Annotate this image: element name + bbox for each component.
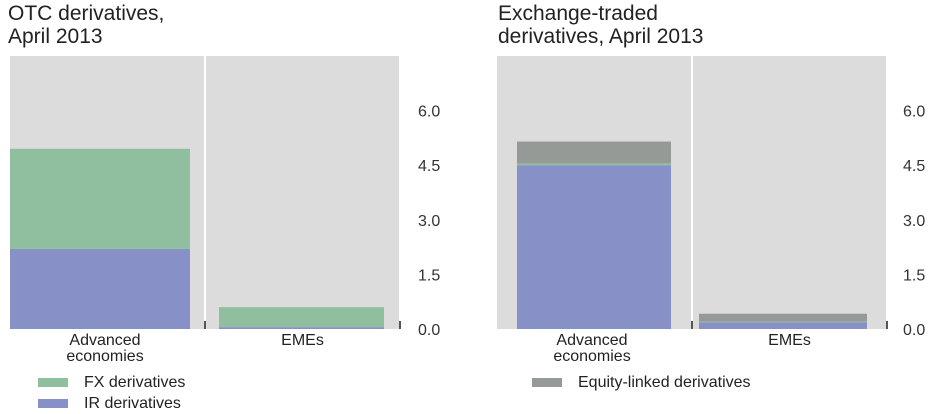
chart-svg: 0.0 1.5 3.0 4.5 6.0 [517,56,925,339]
bar-segment [219,307,384,328]
y-tick-label: 6.0 [418,104,440,121]
chart-svg: 0.0 1.5 3.0 4.5 6.0 [10,56,440,339]
bar-segment [517,163,671,166]
legend-label: Equity-linked derivatives [578,373,751,391]
y-tick-label: 1.5 [903,267,925,284]
legend-swatch [38,399,68,408]
y-tick-label: 3.0 [903,213,925,230]
bar-segment [517,141,671,164]
y-tick-label: 4.5 [903,158,925,175]
legend: FX derivatives IR derivatives [38,372,185,414]
legend-item: FX derivatives [38,372,185,393]
legend-label: FX derivatives [84,373,186,391]
legend-label: IR derivatives [84,394,181,412]
category-label: Advanced economies [553,332,631,365]
bar-segment [10,248,190,329]
y-tick-label: 0.0 [903,322,925,339]
bar-segment [699,321,867,323]
category-label: Advanced economies [66,332,144,365]
legend: Equity-linked derivatives [532,372,751,393]
panel-otc: OTC derivatives, April 2013 0.0 1.5 3.0 4.5… [0,0,470,412]
chart-title: Exchange-traded derivatives, April 2013 [498,2,704,48]
legend-item: Equity-linked derivatives [532,372,751,393]
category-label: EMEs [768,332,811,349]
legend-swatch [38,378,68,387]
y-tick-label: 1.5 [418,267,440,284]
y-tick-label: 6.0 [903,104,925,121]
panel-exchange: Exchange-traded derivatives, April 2013 … [490,0,945,405]
legend-item: IR derivatives [38,393,185,414]
bar-segment [219,327,384,329]
bar-segment [699,322,867,329]
chart-title: OTC derivatives, April 2013 [8,2,165,48]
category-label: EMEs [281,332,324,349]
legend-swatch [532,378,562,387]
bar-segment [10,148,190,249]
bar-segment [517,165,671,329]
y-tick-label: 3.0 [418,213,440,230]
y-tick-label: 0.0 [418,322,440,339]
y-tick-label: 4.5 [418,158,440,175]
bar-segment [699,313,867,322]
